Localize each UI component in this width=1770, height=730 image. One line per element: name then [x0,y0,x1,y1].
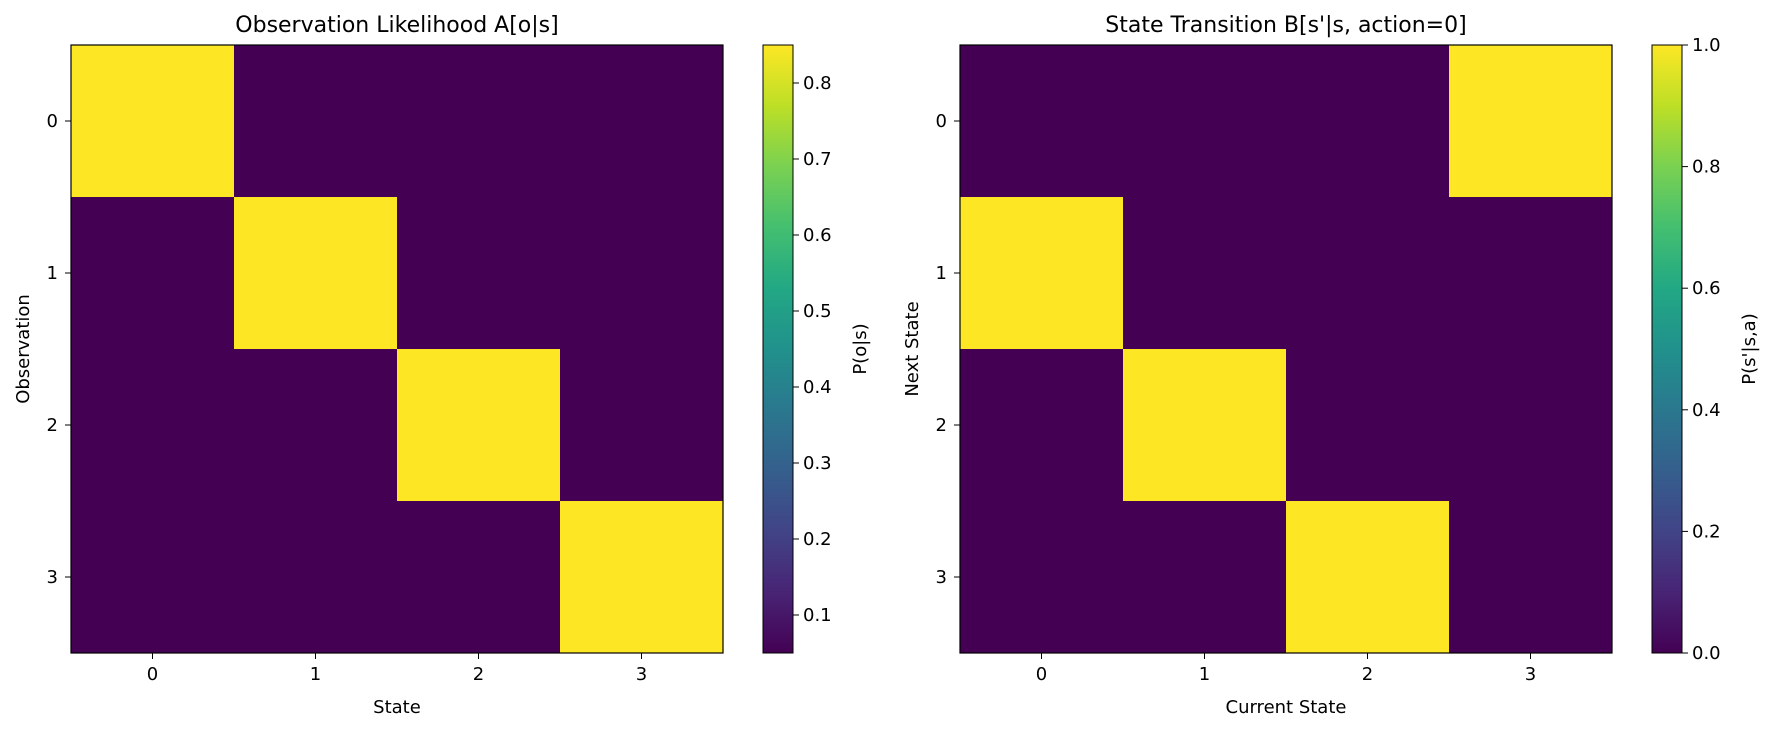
heatmap-cell [1286,349,1450,502]
heatmap-cell [1449,349,1613,502]
colorbar-ticks: 0.0 0.2 0.4 0.6 0.8 1.0 [1682,35,1721,664]
y-tick-label: 2 [47,415,58,436]
colorbar-tick-label: 0.5 [803,301,832,322]
colorbar-ticks: 0.1 0.2 0.3 0.4 0.5 0.6 0.7 0.8 [793,73,832,626]
y-tick-label: 3 [936,567,947,588]
heatmap-cell [960,349,1124,502]
heatmap-cell [1123,349,1287,502]
x-tick-label: 1 [310,664,321,685]
x-axis-ticks: 0 1 2 3 [1036,653,1536,685]
heatmap-cell [397,501,561,654]
x-tick-label: 3 [636,664,647,685]
y-axis-label: Observation [13,294,34,404]
heatmap-cells [960,45,1613,654]
heatmap-cell [1123,45,1287,198]
heatmap-cell [71,501,235,654]
heatmap-cell [234,45,398,198]
heatmap-cell [560,349,724,502]
chart-title: Observation Likelihood A[o|s] [235,13,558,38]
heatmap-cell [71,197,235,350]
colorbar-tick-label: 0.7 [803,149,832,170]
y-tick-label: 2 [936,415,947,436]
x-tick-label: 2 [1362,664,1373,685]
heatmap-cell [960,45,1124,198]
y-tick-label: 0 [936,111,947,132]
heatmap-cell [397,349,561,502]
colorbar-tick-label: 0.4 [803,377,832,398]
y-tick-label: 3 [47,567,58,588]
heatmap-cell [1286,501,1450,654]
colorbar-tick-label: 0.2 [1692,521,1721,542]
heatmap-cell [1449,45,1613,198]
heatmap-cell [234,501,398,654]
colorbar-tick-label: 0.0 [1692,643,1721,664]
heatmap-cell [1123,197,1287,350]
x-axis-label: Current State [1226,697,1347,718]
colorbar-tick-label: 1.0 [1692,35,1721,56]
colorbar-tick-label: 0.8 [1692,157,1721,178]
heatmap-cell [560,45,724,198]
colorbar-label: P(o|s) [850,323,871,374]
colorbar-tick-label: 0.2 [803,529,832,550]
x-axis-ticks: 0 1 2 3 [147,653,647,685]
heatmap-cell [1286,197,1450,350]
heatmap-cell [960,197,1124,350]
heatmap-cell [397,45,561,198]
heatmap-cell [960,501,1124,654]
colorbar [762,44,794,654]
plot-frame [959,44,1613,654]
heatmap-cell [560,197,724,350]
heatmap-cell [71,349,235,502]
y-tick-label: 1 [47,263,58,284]
colorbar-tick-label: 0.1 [803,605,832,626]
heatmap-cells [71,45,724,654]
plot-frame [70,44,724,654]
colorbar-tick-label: 0.6 [1692,278,1721,299]
y-axis-ticks: 0 1 2 3 [936,111,960,588]
colorbar-tick-label: 0.4 [1692,400,1721,421]
colorbar-tick-label: 0.8 [803,73,832,94]
x-tick-label: 3 [1525,664,1536,685]
x-tick-label: 1 [1199,664,1210,685]
x-tick-label: 2 [473,664,484,685]
heatmap-cell [1286,45,1450,198]
colorbar-tick-label: 0.6 [803,225,832,246]
y-tick-label: 1 [936,263,947,284]
heatmap-cell [1449,197,1613,350]
heatmap-cell [71,45,235,198]
x-axis-label: State [373,697,421,718]
heatmap-cell [397,197,561,350]
y-tick-label: 0 [47,111,58,132]
y-axis-ticks: 0 1 2 3 [47,111,71,588]
heatmap-cell [234,349,398,502]
colorbar [1651,44,1683,654]
x-tick-label: 0 [1036,664,1047,685]
heatmap-cell [1449,501,1613,654]
x-tick-label: 0 [147,664,158,685]
colorbar-label: P(s'|s,a) [1739,313,1760,384]
chart-title: State Transition B[s'|s, action=0] [1105,13,1466,38]
heatmap-cell [1123,501,1287,654]
heatmap-cell [560,501,724,654]
colorbar-tick-label: 0.3 [803,453,832,474]
y-axis-label: Next State [902,301,923,396]
heatmap-cell [234,197,398,350]
